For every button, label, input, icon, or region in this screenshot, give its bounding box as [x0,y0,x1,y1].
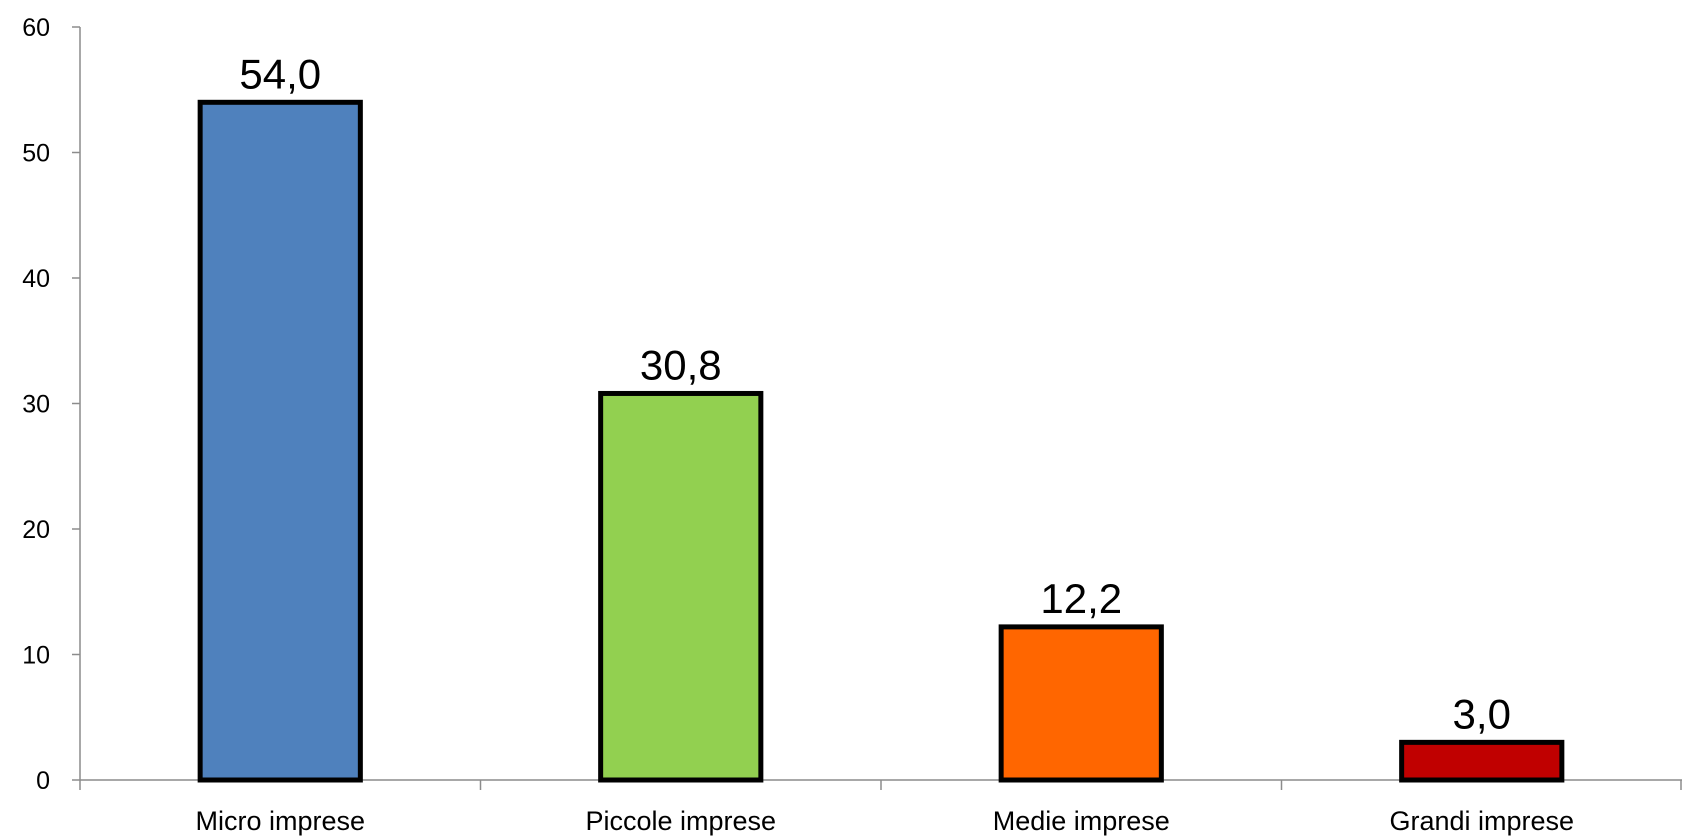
y-tick-label: 60 [22,14,50,42]
category-label: Piccole imprese [585,806,776,836]
data-label: 3,0 [1453,690,1511,737]
y-tick-label: 30 [22,391,50,419]
bar-grandi-imprese [1399,739,1565,783]
bar-medie-imprese [998,624,1164,783]
data-label: 12,2 [1040,575,1122,622]
category-label: Grandi imprese [1389,806,1574,836]
y-tick-label: 50 [22,140,50,168]
x-axis-ticks [79,780,1682,790]
y-tick-label: 0 [36,767,50,795]
y-axis-ticks: 0 10 20 30 40 50 60 [22,14,80,795]
y-tick-label: 10 [22,642,50,670]
category-label: Medie imprese [993,806,1170,836]
category-label: Micro imprese [195,806,365,836]
bar-micro-imprese [197,99,363,783]
bar-piccole-imprese [598,390,764,783]
data-labels: 54,0 30,8 12,2 3,0 [239,50,1511,737]
category-labels: Micro imprese Piccole imprese Medie impres… [195,806,1574,836]
data-label: 30,8 [640,341,722,388]
y-tick-label: 40 [22,265,50,293]
y-tick-label: 20 [22,516,50,544]
data-label: 54,0 [239,50,321,97]
bars [197,99,1565,783]
